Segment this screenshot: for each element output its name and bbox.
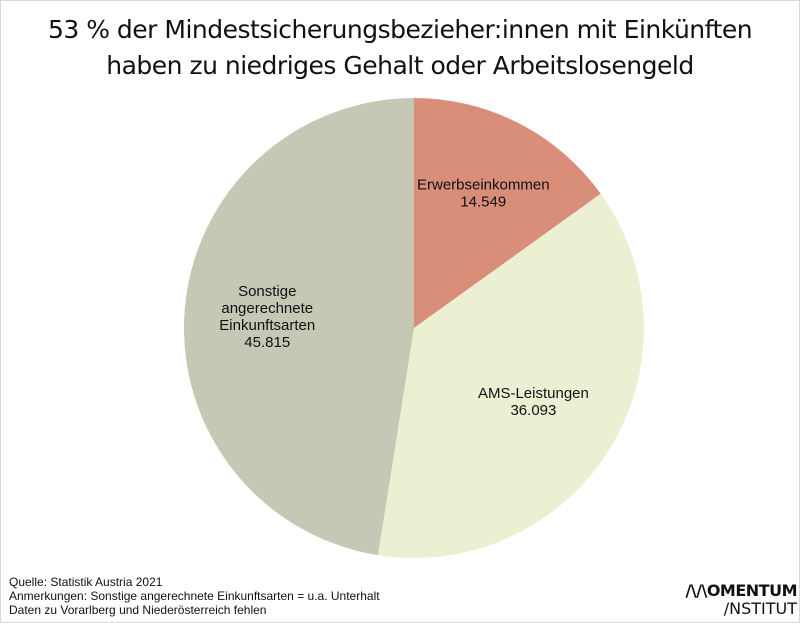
slice-label-line: Sonstige <box>238 283 296 300</box>
slice-label-line: AMS-Leistungen <box>478 385 589 402</box>
chart-title: 53 % der Mindestsicherungsbezieher:innen… <box>0 12 800 84</box>
title-line-1: 53 % der Mindestsicherungsbezieher:innen… <box>47 15 753 44</box>
slice-label-1: Erwerbseinkommen 14.549 <box>417 176 550 210</box>
slice-value: 45.815 <box>244 334 290 351</box>
slice-label-line: Erwerbseinkommen <box>417 176 550 193</box>
pie-slice-1 <box>414 98 601 328</box>
title-line-2: haben zu niedriges Gehalt oder Arbeitslo… <box>106 51 694 80</box>
slice-label-line: Einkunftsarten <box>219 317 315 334</box>
momentum-institut-logo: /\/\OMENTUM /NSTITUT <box>685 582 797 618</box>
slice-label-3: Sonstige angerechnete Einkunftsarten 45.815 <box>219 283 315 351</box>
logo-line-1: /\/\OMENTUM <box>685 581 797 600</box>
slice-value: 14.549 <box>460 193 506 210</box>
slice-label-line: angerechnete <box>221 300 313 317</box>
remarks-note: Anmerkungen: Sonstige angerechnete Einku… <box>9 589 380 603</box>
logo-line-2: /NSTITUT <box>723 599 797 618</box>
pie-slice-3 <box>184 98 414 556</box>
slice-label-2: AMS-Leistungen 36.093 <box>478 385 589 419</box>
source-note: Quelle: Statistik Austria 2021 <box>9 575 163 589</box>
data-note: Daten zu Vorarlberg und Niederösterreich… <box>9 603 267 617</box>
footer-notes: Quelle: Statistik Austria 2021 Anmerkung… <box>9 575 380 617</box>
pie-slice-2 <box>377 193 644 558</box>
slice-value: 36.093 <box>510 402 556 419</box>
